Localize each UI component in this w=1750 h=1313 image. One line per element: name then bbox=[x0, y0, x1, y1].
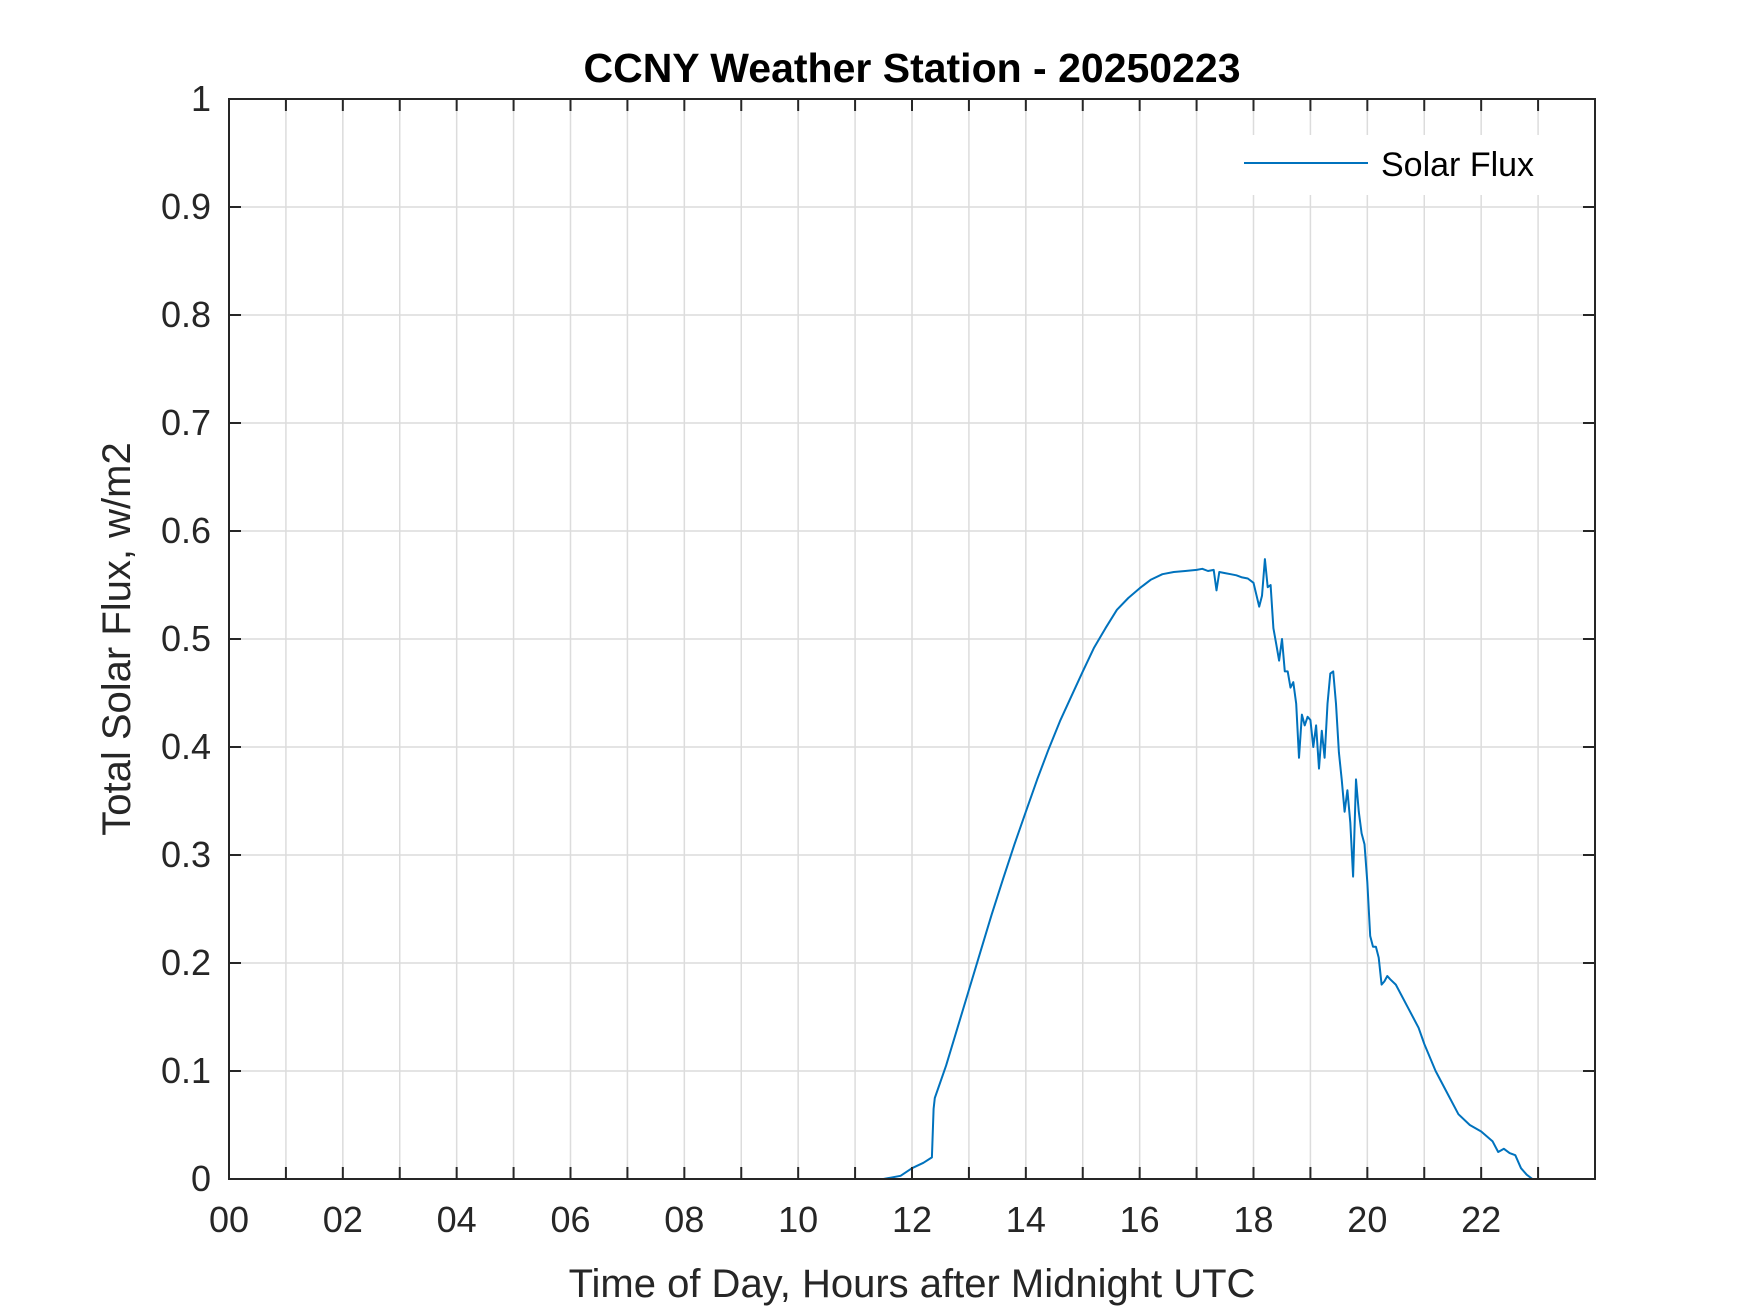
y-tick-label: 0.2 bbox=[161, 942, 211, 983]
y-tick-label: 0.7 bbox=[161, 402, 211, 443]
series-line-solar-flux bbox=[229, 558, 1595, 1180]
x-tick-label: 10 bbox=[778, 1199, 818, 1240]
y-tick-label: 0.8 bbox=[161, 294, 211, 335]
y-tick-label: 0.4 bbox=[161, 726, 211, 767]
x-tick-label: 08 bbox=[664, 1199, 704, 1240]
legend-box bbox=[1230, 135, 1575, 195]
y-tick-label: 1 bbox=[191, 78, 211, 119]
x-tick-label: 16 bbox=[1120, 1199, 1160, 1240]
axis-ticks bbox=[228, 98, 1595, 1180]
x-tick-label: 12 bbox=[892, 1199, 932, 1240]
y-tick-labels: 0 0.1 0.2 0.3 0.4 0.5 0.6 0.7 0.8 0.9 1 bbox=[161, 78, 211, 1199]
y-tick-label: 0.3 bbox=[161, 834, 211, 875]
legend-label-solar-flux: Solar Flux bbox=[1381, 146, 1534, 184]
y-axis-title: Total Solar Flux, w/m2 bbox=[95, 442, 139, 835]
x-tick-label: 20 bbox=[1347, 1199, 1387, 1240]
x-tick-label: 18 bbox=[1233, 1199, 1273, 1240]
x-tick-label: 06 bbox=[550, 1199, 590, 1240]
y-tick-label: 0.5 bbox=[161, 618, 211, 659]
x-tick-labels: 00 02 04 06 08 10 12 14 16 18 20 22 bbox=[209, 1199, 1501, 1240]
y-tick-label: 0 bbox=[191, 1158, 211, 1199]
x-axis-title: Time of Day, Hours after Midnight UTC bbox=[569, 1262, 1256, 1306]
x-tick-label: 00 bbox=[209, 1199, 249, 1240]
series-layer bbox=[229, 558, 1595, 1180]
x-tick-label: 04 bbox=[437, 1199, 477, 1240]
x-tick-label: 14 bbox=[1006, 1199, 1046, 1240]
chart-title: CCNY Weather Station - 20250223 bbox=[583, 45, 1240, 91]
y-tick-label: 0.6 bbox=[161, 510, 211, 551]
y-tick-label: 0.9 bbox=[161, 186, 211, 227]
y-tick-label: 0.1 bbox=[161, 1050, 211, 1091]
legend: Solar Flux bbox=[1230, 135, 1575, 195]
x-tick-label: 02 bbox=[323, 1199, 363, 1240]
x-tick-label: 22 bbox=[1461, 1199, 1501, 1240]
